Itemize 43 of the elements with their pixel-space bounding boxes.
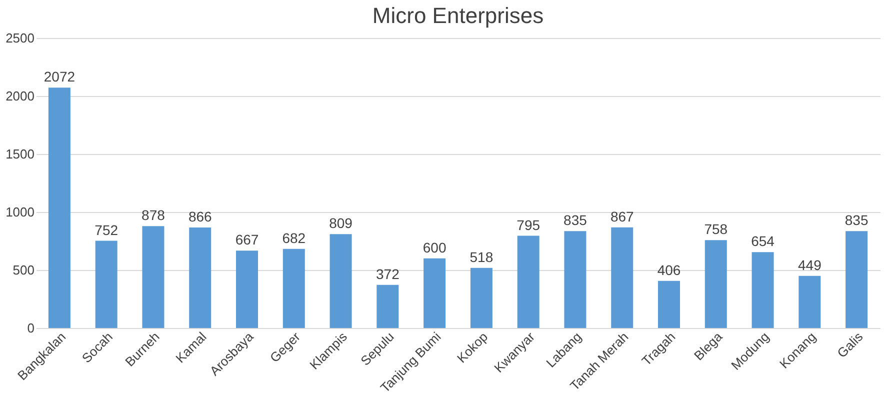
bar [282,248,305,328]
y-tick-label: 1500 [6,146,34,162]
data-label: 372 [376,266,400,282]
data-label: 600 [422,239,446,256]
bar [236,250,258,328]
bar [517,236,540,328]
bar [752,252,774,328]
chart-title: Micro Enterprises [372,3,544,28]
data-label: 809 [329,215,353,232]
y-tick-label: 2500 [6,30,34,46]
bar [95,240,118,328]
data-label: 654 [751,233,775,250]
y-tick-label: 0 [27,320,34,336]
bar [189,228,212,328]
bar [470,268,492,328]
data-label: 449 [798,256,822,273]
data-label: 795 [516,216,540,233]
bar [564,231,586,328]
data-label: 878 [142,207,166,224]
bar [846,231,868,328]
bar [704,240,727,328]
y-tick-label: 1000 [6,204,34,220]
bar [48,88,70,328]
y-tick-label: 500 [12,262,34,278]
bar [424,258,446,328]
data-label: 835 [844,212,868,228]
y-tick-label: 2000 [6,88,34,104]
data-label: 406 [657,262,681,278]
data-label: 866 [188,208,212,225]
data-label: 667 [235,232,259,248]
bar [376,284,399,328]
data-label: 835 [564,212,588,228]
data-label: 2072 [44,68,76,85]
data-label: 682 [282,230,306,246]
data-label: 867 [610,208,634,224]
bar [798,276,821,328]
bar [611,227,634,328]
data-label: 752 [94,222,118,238]
bar [658,280,680,328]
data-label: 518 [470,248,494,265]
bar [330,234,352,328]
bar [142,226,164,328]
data-label: 758 [704,221,728,238]
